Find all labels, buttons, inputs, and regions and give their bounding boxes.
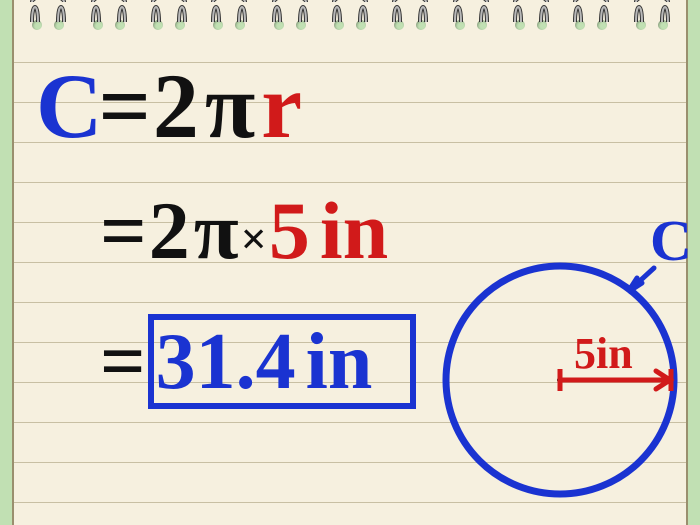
ring-loop xyxy=(390,0,430,70)
notepad-paper: C=2πr =2π×5in =31.4in xyxy=(12,0,688,525)
ring-loop xyxy=(451,0,491,70)
circumference-label: C xyxy=(650,212,692,270)
formula-line-3: =31.4in xyxy=(100,322,372,402)
pi-symbol: π xyxy=(205,55,255,157)
circumference-label-text: C xyxy=(650,208,692,273)
result-unit: in xyxy=(306,318,373,406)
ring-loop xyxy=(89,0,129,70)
equals-sign: = xyxy=(98,55,150,157)
pi-symbol-2: π xyxy=(194,185,239,276)
ring-loop xyxy=(209,0,249,70)
ring-loop xyxy=(571,0,611,70)
spiral-binding xyxy=(0,0,700,70)
times-sign: × xyxy=(241,213,267,264)
const-2: 2 xyxy=(153,55,199,157)
equals-sign-3: = xyxy=(100,318,146,406)
c-pointer-arrowhead xyxy=(628,278,642,292)
content-layer: C=2πr =2π×5in =31.4in xyxy=(14,0,686,525)
ring-loop xyxy=(270,0,310,70)
radius-value: 5 xyxy=(269,185,310,276)
radius-label: 5in xyxy=(574,332,633,376)
ring-loop xyxy=(28,0,68,70)
variable-r: r xyxy=(261,55,302,157)
ring-loop xyxy=(511,0,551,70)
radius-arrowhead xyxy=(656,371,670,389)
circle-outline xyxy=(446,266,674,494)
radius-unit: in xyxy=(320,185,388,276)
formula-line-1: C=2πr xyxy=(36,60,302,152)
ring-loop xyxy=(632,0,672,70)
radius-label-value: 5in xyxy=(574,329,633,378)
const-2b: 2 xyxy=(149,185,190,276)
ring-loop xyxy=(330,0,370,70)
center-dot xyxy=(557,377,563,383)
result-value: 31.4 xyxy=(156,318,296,406)
formula-line-2: =2π×5in xyxy=(100,190,388,272)
equals-sign-2: = xyxy=(100,185,147,276)
variable-C: C xyxy=(36,55,102,157)
ring-loop xyxy=(149,0,189,70)
